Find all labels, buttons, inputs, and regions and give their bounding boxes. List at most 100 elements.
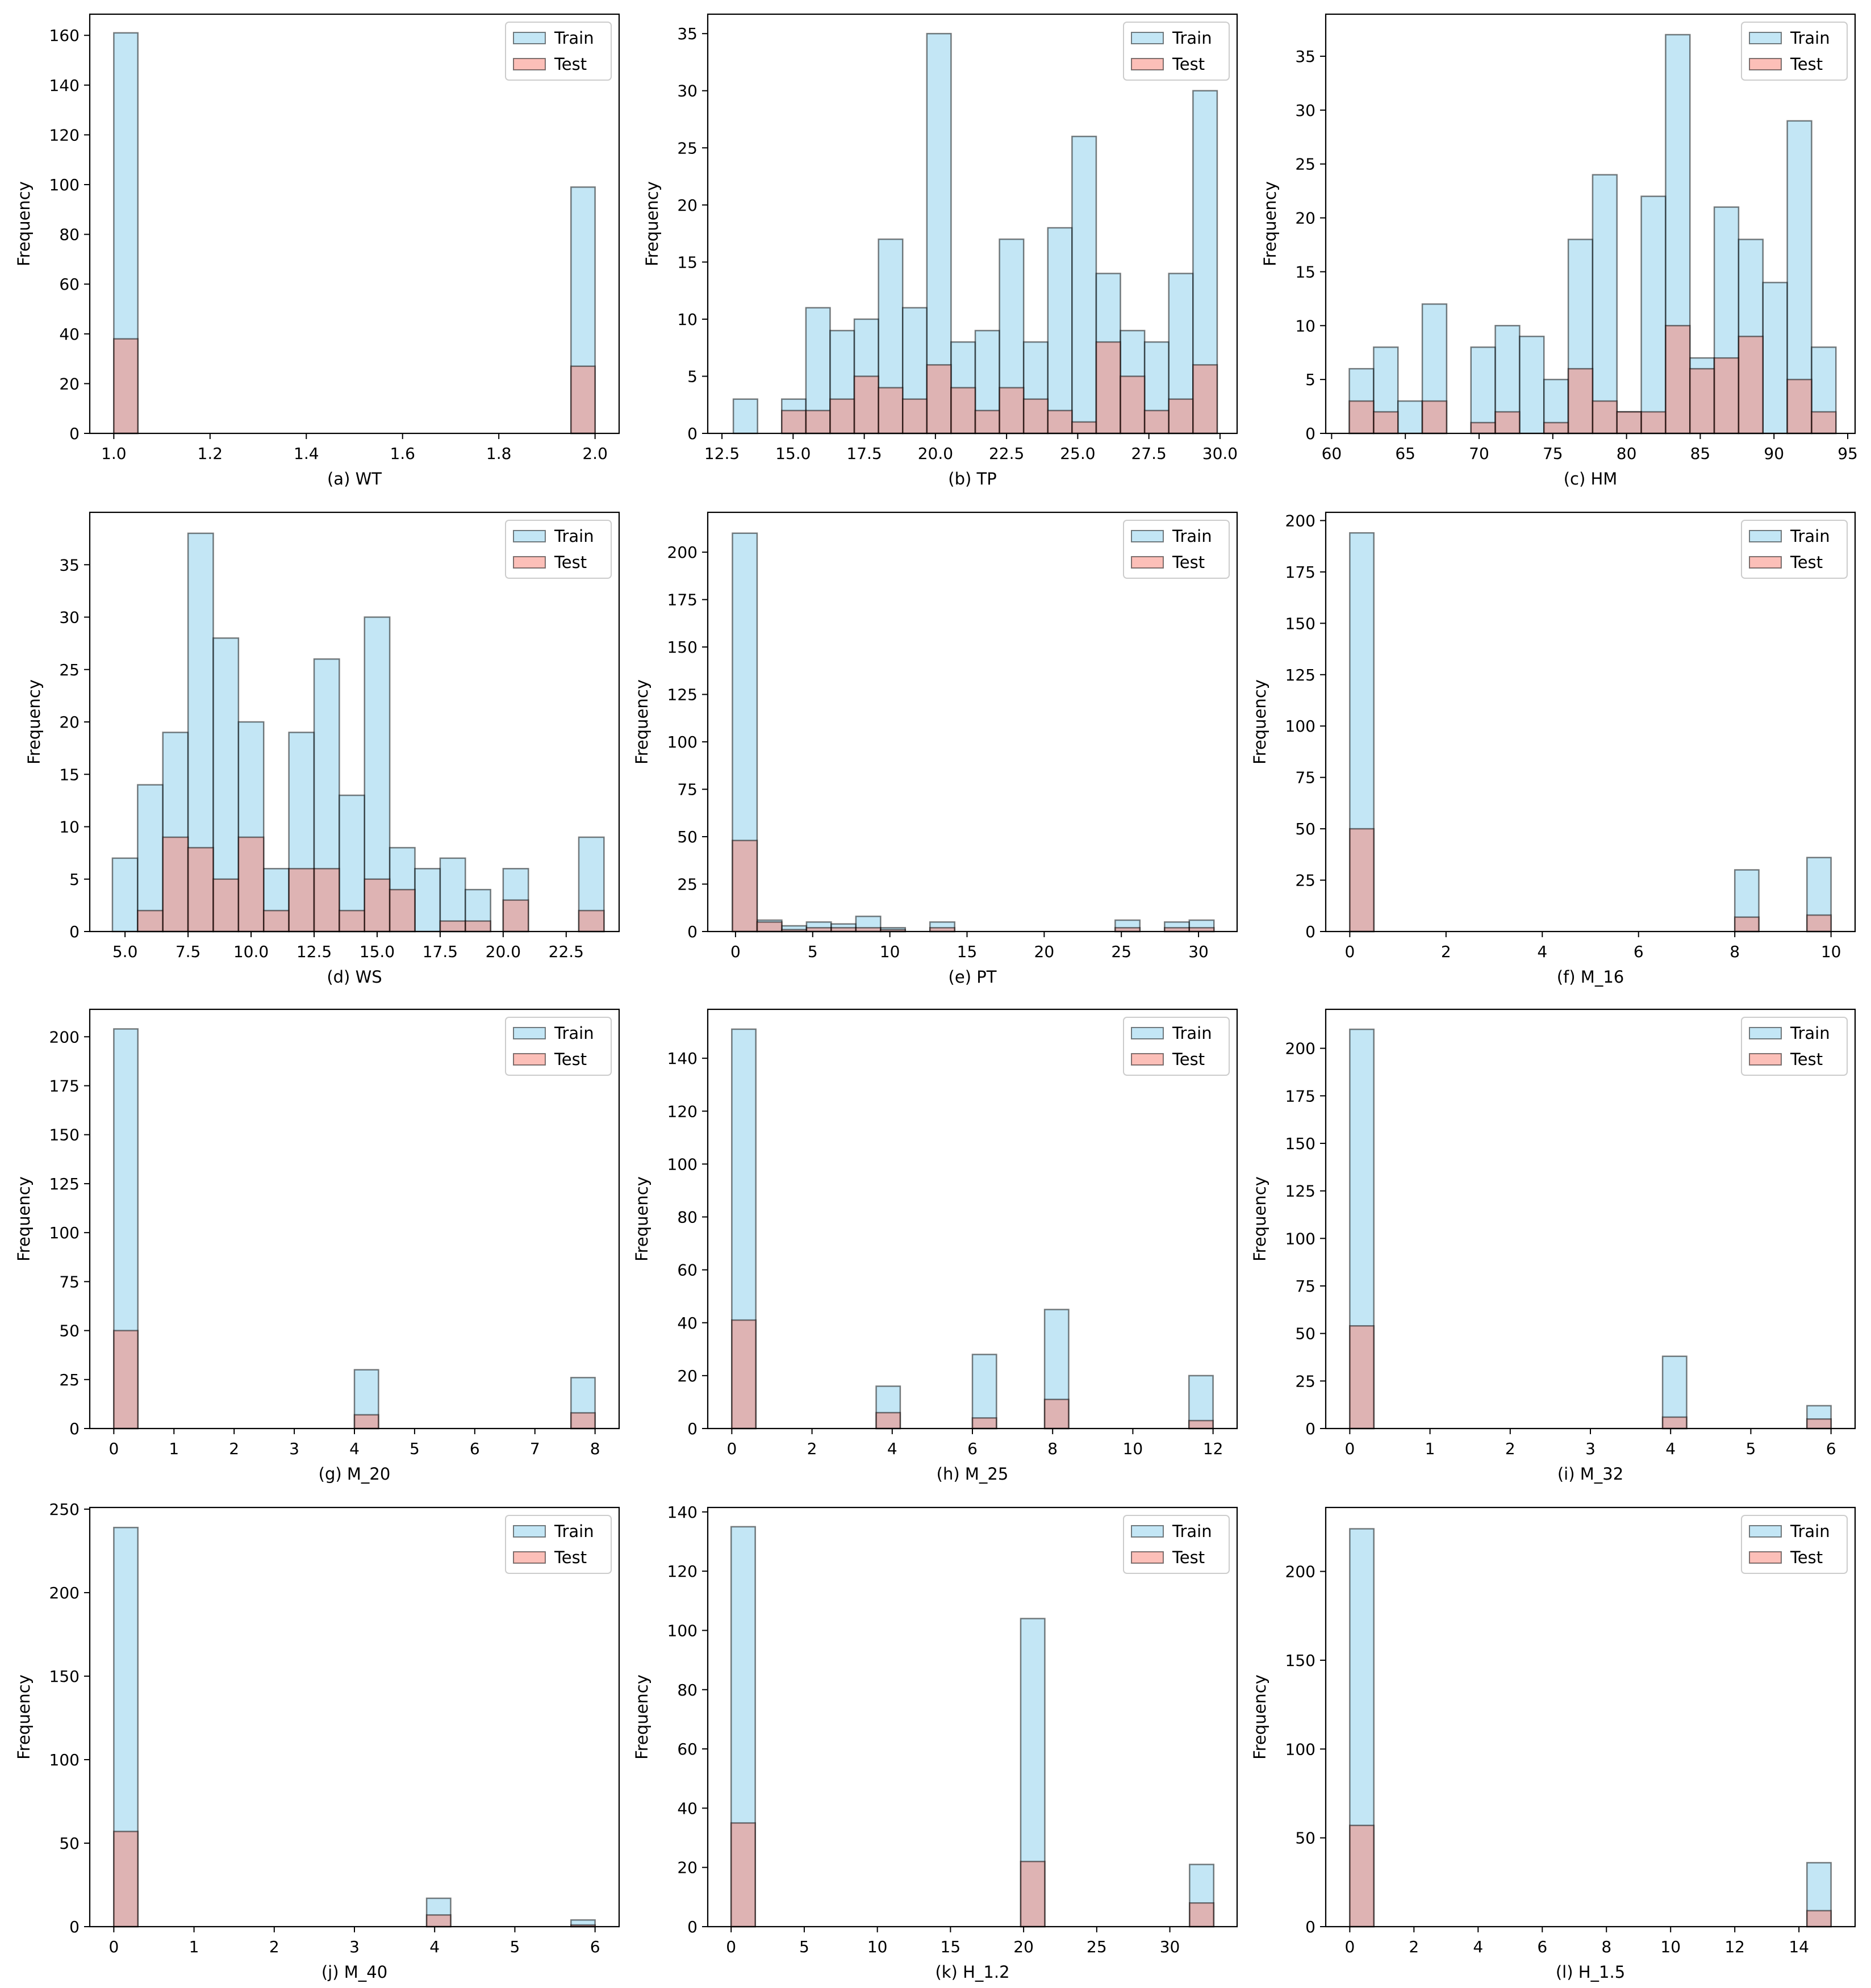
- y-tick-label: 140: [49, 76, 80, 95]
- train-bar-3: [971, 1354, 997, 1430]
- test-bar-2: [1734, 916, 1760, 933]
- x-tick-label: 30: [1160, 1937, 1180, 1956]
- y-tick-label: 100: [49, 1223, 80, 1242]
- x-tick-label: 6: [590, 1937, 600, 1956]
- x-tick-label: 3: [289, 1439, 299, 1458]
- test-bar-13: [1071, 421, 1097, 435]
- test-bar-11: [389, 888, 416, 933]
- x-tick-label: 5: [808, 942, 818, 961]
- legend: Train Test: [1741, 520, 1848, 579]
- panel-caption: (g) M_20: [319, 1464, 391, 1484]
- y-tick-label: 120: [667, 1562, 698, 1581]
- y-tick-label: 150: [667, 638, 698, 657]
- x-tick-label: 2: [229, 1439, 239, 1458]
- x-tick-label: 15: [941, 1937, 961, 1956]
- y-tick-label: 25: [677, 875, 698, 894]
- x-tick-label: 85: [1690, 444, 1711, 463]
- test-bar-14: [1095, 341, 1121, 435]
- x-tick-label: 8: [1601, 1937, 1611, 1956]
- train-bar-1: [111, 857, 139, 933]
- legend-swatch-test: [1131, 1053, 1164, 1066]
- test-bar-2: [353, 1414, 379, 1430]
- test-bar-3: [1189, 1902, 1215, 1928]
- test-bar-10: [1640, 411, 1667, 435]
- x-tick-label: 15.0: [360, 942, 395, 961]
- train-bar-5: [1188, 1375, 1214, 1430]
- legend-swatch-test: [513, 556, 546, 569]
- x-tick-label: 4: [887, 1439, 897, 1458]
- y-tick-label: 30: [1295, 101, 1315, 120]
- legend-label-test: Test: [1172, 553, 1205, 572]
- x-tick-label: 27.5: [1131, 444, 1166, 463]
- test-bar-1: [732, 840, 758, 933]
- test-bar-13: [465, 920, 491, 933]
- y-tick-label: 140: [667, 1503, 698, 1522]
- y-tick-label: 100: [667, 1621, 698, 1640]
- test-bar-1: [1349, 828, 1375, 933]
- y-tick-label: 150: [49, 1126, 80, 1145]
- axes-frame: [1325, 1506, 1856, 1928]
- x-tick-label: 5: [799, 1937, 809, 1956]
- test-bar-5: [878, 387, 904, 435]
- y-axis-label: Frequency: [14, 1674, 34, 1760]
- y-tick-label: 150: [1285, 614, 1315, 633]
- legend-label-train: Train: [1790, 1522, 1830, 1541]
- panel-caption: (e) PT: [949, 967, 997, 987]
- legend: Train Test: [505, 1515, 612, 1574]
- y-tick-label: 0: [1305, 922, 1315, 941]
- legend-label-train: Train: [1790, 28, 1830, 48]
- train-bar-13: [1047, 227, 1073, 435]
- y-axis-label: Frequency: [632, 679, 651, 765]
- y-tick-label: 0: [1305, 424, 1315, 443]
- x-tick-label: 20.0: [486, 942, 521, 961]
- test-bar-14: [1738, 336, 1764, 435]
- test-bar-1: [781, 410, 807, 435]
- y-axis-label: Frequency: [14, 1176, 34, 1262]
- panel-caption: (a) WT: [327, 469, 382, 488]
- legend-label-train: Train: [1172, 1522, 1212, 1541]
- x-tick-label: 1.8: [486, 444, 512, 463]
- test-bar-2: [805, 410, 831, 435]
- x-tick-label: 5: [1746, 1439, 1756, 1458]
- legend-swatch-train: [1749, 32, 1782, 44]
- x-tick-label: 8: [1047, 1439, 1058, 1458]
- x-tick-label: 0: [726, 1439, 737, 1458]
- y-tick-label: 0: [687, 922, 698, 941]
- test-bar-14: [502, 899, 529, 933]
- test-bar-16: [1143, 410, 1170, 435]
- x-tick-label: 2: [269, 1937, 279, 1956]
- y-tick-label: 35: [59, 556, 80, 574]
- x-tick-label: 95: [1837, 444, 1858, 463]
- y-axis-label: Frequency: [1250, 679, 1269, 765]
- x-tick-label: 80: [1617, 444, 1637, 463]
- test-bar-8: [313, 868, 340, 933]
- x-tick-label: 4: [349, 1439, 360, 1458]
- y-tick-label: 200: [1285, 1563, 1315, 1581]
- x-tick-label: 65: [1395, 444, 1415, 463]
- y-tick-label: 100: [667, 1155, 698, 1173]
- y-tick-label: 0: [687, 1419, 698, 1438]
- x-tick-label: 1: [189, 1937, 199, 1956]
- legend-label-train: Train: [1172, 28, 1212, 48]
- train-bar-10: [1592, 174, 1618, 435]
- legend-label-train: Train: [554, 28, 594, 48]
- y-axis-label: Frequency: [642, 181, 662, 266]
- test-bar-3: [1806, 1418, 1832, 1430]
- y-tick-label: 75: [1295, 1277, 1315, 1296]
- y-tick-label: 100: [667, 733, 698, 751]
- y-tick-label: 175: [1285, 563, 1315, 582]
- test-bar-15: [1786, 378, 1812, 435]
- legend-label-test: Test: [1172, 1050, 1205, 1069]
- y-tick-label: 0: [69, 424, 80, 443]
- y-tick-label: 0: [1305, 1419, 1315, 1438]
- x-tick-label: 6: [1826, 1439, 1836, 1458]
- test-bar-1: [113, 1831, 139, 1928]
- y-tick-label: 60: [677, 1261, 698, 1280]
- legend: Train Test: [1123, 520, 1230, 579]
- test-bar-2: [1661, 1416, 1688, 1430]
- y-tick-label: 200: [49, 1584, 80, 1602]
- legend-swatch-train: [513, 530, 546, 542]
- legend-swatch-train: [1749, 530, 1782, 542]
